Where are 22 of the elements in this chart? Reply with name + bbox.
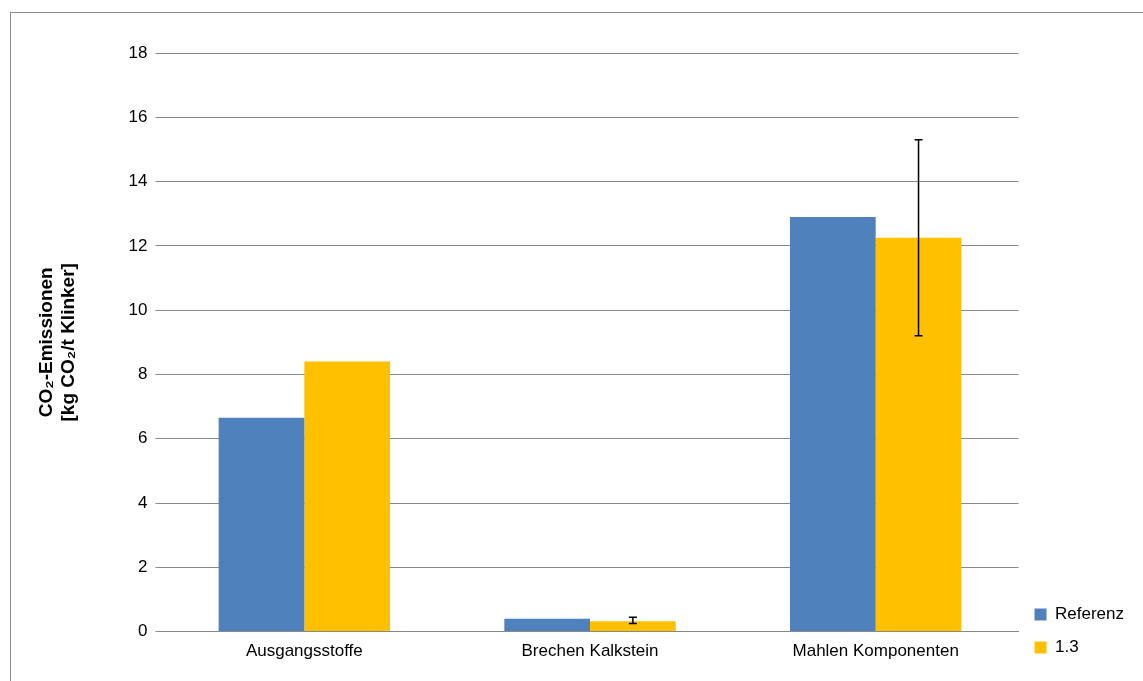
bar <box>504 618 591 632</box>
y-tick-label: 6 <box>138 428 148 448</box>
y-tick-label: 14 <box>128 171 148 191</box>
x-tick-label: Ausgangsstoffe <box>245 641 363 661</box>
bar <box>789 216 876 632</box>
y-tick-label: 2 <box>138 557 148 576</box>
bar <box>590 621 676 632</box>
y-tick-label: 4 <box>138 492 148 512</box>
y-tick-label: 18 <box>128 42 148 62</box>
y-tick-label: 8 <box>138 364 148 384</box>
y-tick-label: 10 <box>128 299 148 319</box>
y-tick-label: 16 <box>128 106 148 126</box>
y-axis-title: CO₂-Emissionen [kg CO₂/t Klinker] <box>34 263 79 422</box>
legend-label: Referenz <box>1055 604 1124 624</box>
bar <box>875 237 962 632</box>
bar <box>304 361 391 632</box>
x-tick-label: Brechen Kalkstein <box>521 641 659 661</box>
y-tick-label: 12 <box>128 235 148 255</box>
bar <box>218 417 305 632</box>
x-tick-label: Mahlen Komponenten <box>792 641 959 661</box>
y-tick-label: 0 <box>138 621 148 641</box>
legend-label: 1.3 <box>1055 637 1079 657</box>
